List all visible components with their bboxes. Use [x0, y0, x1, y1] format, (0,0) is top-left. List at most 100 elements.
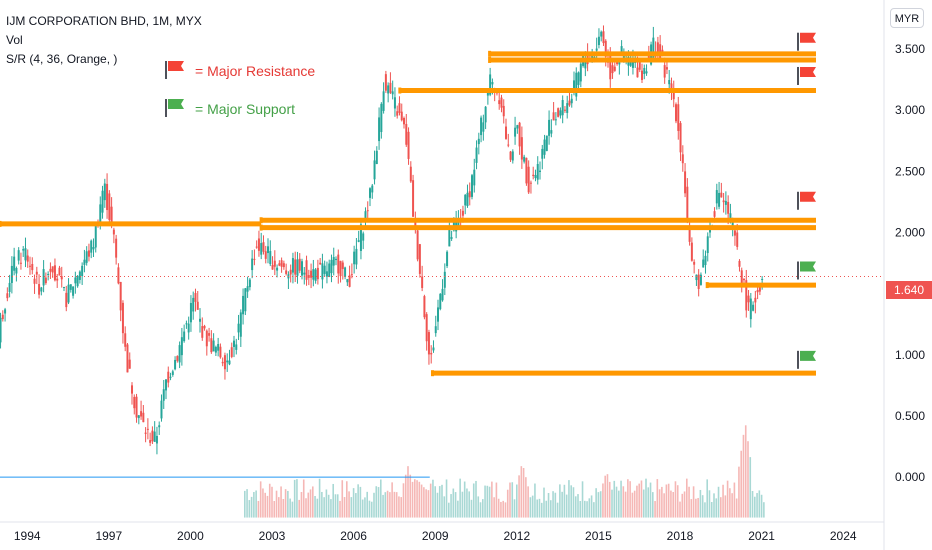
candle	[570, 98, 573, 104]
candle	[736, 232, 739, 247]
volume-bar	[305, 498, 307, 518]
green-flag-icon	[168, 99, 184, 109]
volume-bar	[613, 480, 616, 518]
volume-bar	[420, 484, 423, 518]
symbol-title[interactable]: IJM CORPORATION BHD, 1M, MYX	[6, 14, 202, 28]
candle	[507, 144, 510, 146]
volume-bar	[568, 480, 570, 518]
candle	[743, 279, 746, 281]
volume-bar	[543, 487, 545, 518]
volume-bar	[459, 478, 461, 518]
candle	[185, 323, 188, 325]
sr-indicator-label[interactable]: S/R (4, 36, Orange, )	[6, 52, 118, 66]
candle	[199, 318, 202, 322]
volume-indicator-label[interactable]: Vol	[6, 33, 23, 47]
volume-bar	[445, 479, 448, 518]
volume-bar	[622, 486, 625, 518]
volume-bar	[742, 434, 745, 518]
candle	[396, 111, 399, 116]
candle	[142, 412, 145, 423]
volume-bar	[336, 494, 339, 518]
candle	[715, 190, 718, 204]
volume-bar	[502, 500, 504, 518]
candle	[160, 400, 163, 419]
candle	[359, 224, 362, 251]
candle	[162, 389, 165, 401]
candle	[575, 72, 578, 97]
y-tick-label: 0.500	[895, 409, 925, 423]
volume-bar	[332, 483, 334, 518]
candle	[319, 262, 322, 265]
volume-bar	[708, 490, 711, 518]
candle	[464, 194, 467, 206]
volume-bar	[350, 497, 353, 518]
candle	[99, 204, 102, 226]
candle	[602, 31, 605, 44]
candle	[693, 261, 696, 265]
candle	[269, 251, 272, 265]
volume-bar	[293, 479, 296, 518]
volume-bar	[364, 497, 366, 518]
candle	[511, 151, 514, 161]
volume-bar	[493, 497, 495, 518]
volume-bar	[289, 498, 291, 518]
volume-bar	[418, 481, 421, 518]
candle	[699, 274, 702, 285]
candle	[31, 263, 34, 271]
candle	[749, 298, 752, 320]
volume-bar	[633, 490, 636, 518]
candle	[505, 126, 508, 139]
candle	[670, 83, 673, 92]
candle	[482, 122, 485, 132]
volume-bar	[432, 479, 434, 518]
volume-bar	[520, 466, 523, 518]
candle	[427, 332, 430, 355]
volume-bar	[701, 495, 704, 518]
candle	[727, 201, 730, 214]
candle	[38, 284, 41, 295]
currency-button[interactable]: MYR	[890, 8, 924, 28]
volume-bar	[631, 492, 634, 518]
volume-bar	[584, 500, 586, 518]
candle	[60, 276, 63, 280]
candle	[690, 242, 693, 261]
volume-bar	[720, 497, 722, 518]
candle	[647, 56, 650, 59]
candle	[668, 79, 671, 85]
volume-bar	[461, 491, 464, 518]
volume-bar	[450, 494, 452, 518]
candle	[6, 293, 9, 299]
candle	[545, 135, 548, 151]
volume-bar	[570, 485, 572, 518]
candle	[486, 92, 489, 96]
candle	[1, 314, 4, 320]
candle	[398, 103, 401, 113]
volume-bar	[321, 491, 323, 518]
volume-bar	[731, 493, 733, 518]
candle	[108, 193, 111, 220]
candle	[443, 271, 446, 288]
volume-bar	[352, 488, 355, 518]
candle	[550, 130, 553, 134]
candle	[341, 262, 344, 269]
candle	[520, 137, 523, 160]
candle	[226, 360, 229, 363]
candle	[434, 326, 437, 334]
candle	[738, 260, 741, 267]
candle	[471, 175, 474, 197]
x-tick-label: 1994	[14, 529, 41, 543]
volume-bar	[588, 498, 591, 518]
candle	[457, 218, 460, 228]
candle	[641, 70, 644, 80]
candle	[335, 258, 338, 260]
candle	[4, 309, 7, 314]
candle	[477, 138, 480, 145]
volume-bar	[642, 489, 645, 518]
candle	[180, 337, 183, 356]
volume-bar	[427, 490, 430, 518]
candle	[618, 62, 621, 65]
candle	[597, 36, 600, 46]
volume-bar	[409, 474, 412, 518]
volume-bar	[602, 483, 604, 518]
